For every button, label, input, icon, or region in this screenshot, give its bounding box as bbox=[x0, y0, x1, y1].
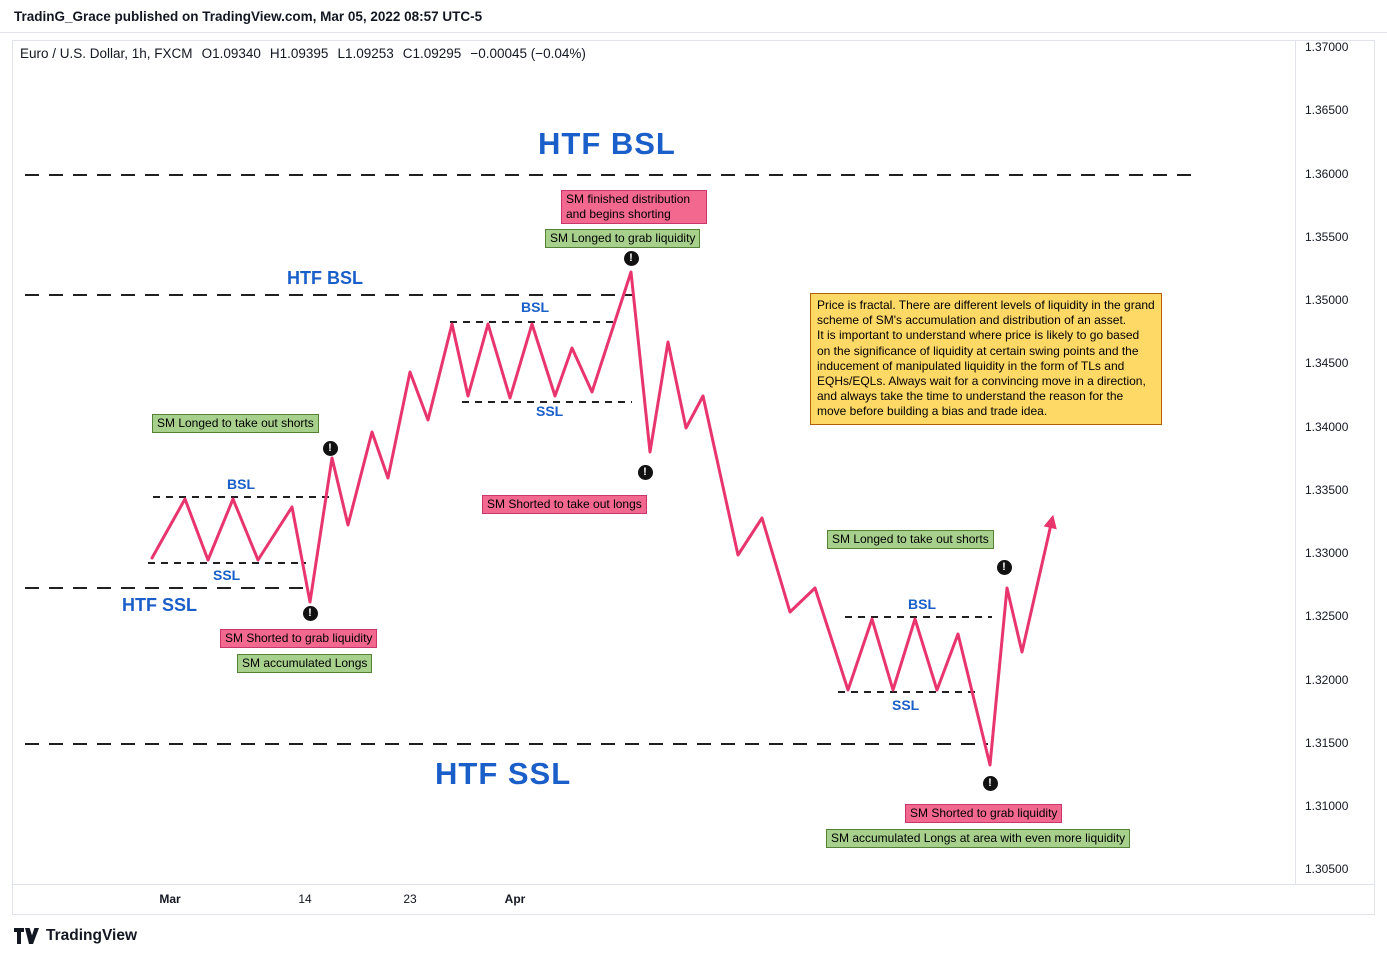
footer: TradingView bbox=[14, 926, 137, 946]
price-axis-label: 1.35500 bbox=[1305, 229, 1349, 244]
chart-panel-border bbox=[12, 40, 1375, 915]
exclamation-icon: ! bbox=[322, 440, 338, 456]
label-htf-bsl-mid: HTF BSL bbox=[287, 268, 363, 288]
tradingview-logo-icon bbox=[14, 928, 39, 944]
annotation-longed-take-out-shorts-right: SM Longed to take out shorts bbox=[827, 530, 994, 549]
time-axis-label: Apr bbox=[504, 892, 526, 906]
annotation-longed-grab-liquidity: SM Longed to grab liquidity bbox=[545, 229, 701, 248]
symbol-description: Euro / U.S. Dollar, 1h, FXCM bbox=[20, 46, 193, 61]
symbol-ohlc-row: Euro / U.S. Dollar, 1h, FXCM O1.09340 H1.0… bbox=[20, 46, 595, 61]
label-ssl-accumulation: SSL bbox=[213, 567, 241, 583]
annotation-shorted-grab-liquidity-right: SM Shorted to grab liquidity bbox=[905, 804, 1063, 823]
time-axis-separator bbox=[12, 884, 1375, 885]
time-axis-label: 14 bbox=[298, 892, 312, 906]
annotation-longed-take-out-shorts-left: SM Longed to take out shorts bbox=[152, 414, 319, 433]
price-axis-label: 1.37000 bbox=[1305, 40, 1349, 54]
price-axis-label: 1.30500 bbox=[1305, 862, 1349, 877]
annotation-shorted-grab-liquidity-left: SM Shorted to grab liquidity bbox=[220, 629, 378, 648]
annotation-accumulated-longs: SM accumulated Longs bbox=[237, 654, 373, 673]
commentary-note: Price is fractal. There are different le… bbox=[810, 293, 1162, 425]
ohlc-high: H1.09395 bbox=[269, 46, 329, 61]
publish-info: published on TradingView.com, Mar 05, 20… bbox=[110, 8, 483, 24]
price-axis-label: 1.32500 bbox=[1305, 609, 1349, 624]
price-axis-label: 1.32000 bbox=[1305, 672, 1349, 687]
tradingview-brand-link[interactable]: TradingView bbox=[46, 927, 138, 944]
exclamation-icon: ! bbox=[996, 559, 1012, 575]
time-axis-label: Mar bbox=[159, 892, 181, 906]
author-name[interactable]: TradinG_Grace bbox=[14, 8, 111, 24]
ohlc-close: C1.09295 bbox=[402, 46, 462, 61]
price-axis-label: 1.34500 bbox=[1305, 356, 1349, 371]
label-ssl-reaccumulation: SSL bbox=[892, 697, 920, 713]
price-axis-label: 1.36000 bbox=[1305, 166, 1349, 181]
label-htf-ssl-bottom: HTF SSL bbox=[435, 756, 572, 791]
price-axis-separator bbox=[1295, 40, 1296, 884]
label-bsl-distribution: BSL bbox=[521, 299, 549, 315]
ohlc-low: L1.09253 bbox=[337, 46, 394, 61]
ohlc-change: −0.00045 (−0.04%) bbox=[470, 46, 586, 61]
annotation-shorted-take-out-longs: SM Shorted to take out longs bbox=[482, 495, 647, 514]
publish-header: TradinG_Grace published on TradingView.c… bbox=[0, 0, 1387, 33]
exclamation-icon: ! bbox=[302, 605, 318, 621]
price-axis-label: 1.36500 bbox=[1305, 103, 1349, 118]
time-axis-label: 23 bbox=[403, 892, 417, 906]
price-axis-label: 1.31000 bbox=[1305, 799, 1349, 813]
label-htf-ssl-left: HTF SSL bbox=[122, 595, 197, 615]
ohlc-open: O1.09340 bbox=[201, 46, 261, 61]
label-ssl-distribution: SSL bbox=[536, 403, 564, 419]
label-htf-bsl-top: HTF BSL bbox=[538, 126, 676, 161]
price-axis-label: 1.33000 bbox=[1305, 546, 1349, 560]
exclamation-icon: ! bbox=[637, 464, 653, 480]
exclamation-icon: ! bbox=[982, 775, 998, 791]
price-axis-label: 1.31500 bbox=[1305, 735, 1349, 750]
price-axis-label: 1.34000 bbox=[1305, 419, 1349, 434]
label-bsl-accumulation: BSL bbox=[227, 476, 255, 492]
exclamation-icon: ! bbox=[623, 250, 639, 266]
annotation-finished-distribution: SM finished distribution and begins shor… bbox=[561, 190, 707, 224]
note-paragraph-2: It is important to understand where pric… bbox=[817, 328, 1146, 419]
price-axis-label: 1.35000 bbox=[1305, 293, 1349, 307]
annotation-accumulated-longs-more-liquidity: SM accumulated Longs at area with even m… bbox=[826, 829, 1131, 848]
price-axis-label: 1.33500 bbox=[1305, 482, 1349, 497]
label-bsl-reaccumulation: BSL bbox=[908, 596, 936, 612]
note-paragraph-1: Price is fractal. There are different le… bbox=[817, 298, 1155, 328]
